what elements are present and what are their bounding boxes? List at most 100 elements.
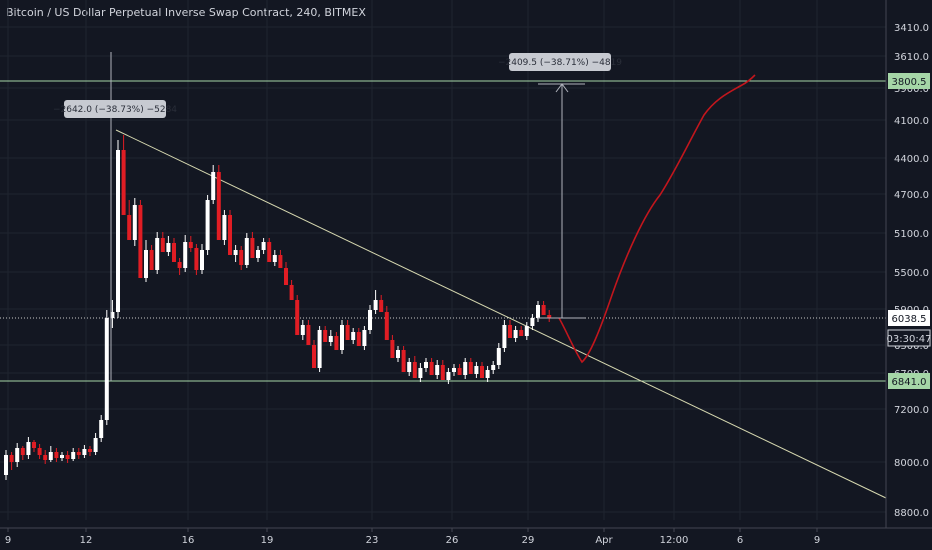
candle-body <box>340 325 344 350</box>
candle <box>104 310 109 425</box>
candle-body <box>474 366 479 374</box>
y-tick-label: 4700.0 <box>894 190 929 201</box>
candle-body <box>373 300 378 310</box>
y-tick-label: 7200.0 <box>894 405 929 416</box>
candle-body <box>328 336 333 342</box>
candle <box>48 446 53 462</box>
candle <box>205 195 210 255</box>
trendline[interactable] <box>115 129 887 499</box>
candle-body <box>54 452 59 458</box>
measure-label-right: −2409.5 (−38.71%) −4819 <box>498 58 622 68</box>
measure-box-left <box>64 100 166 118</box>
price-tags: 3800.5 6038.5 03:30:47 6841.0 <box>887 73 931 389</box>
candle <box>340 320 344 354</box>
candle <box>138 200 143 278</box>
candle-body <box>127 215 132 240</box>
candle <box>99 415 104 442</box>
candle <box>216 165 221 240</box>
candle <box>54 448 59 462</box>
candle <box>328 330 333 346</box>
candle <box>452 364 456 376</box>
horizontal-levels <box>0 80 886 382</box>
candle <box>474 362 479 378</box>
candle <box>306 320 311 345</box>
candle-body <box>278 255 283 268</box>
y-tick-label: 8000.0 <box>894 458 929 469</box>
candle <box>183 235 188 272</box>
candle-body <box>334 336 339 350</box>
candle-body <box>351 332 356 340</box>
candle-body <box>250 238 255 258</box>
candle <box>188 236 193 252</box>
candle <box>536 301 540 322</box>
candle <box>233 245 238 262</box>
candle-body <box>496 348 501 365</box>
candle-body <box>144 250 148 278</box>
candle-body <box>485 370 490 378</box>
candle <box>15 443 20 467</box>
candle <box>155 232 160 274</box>
candle <box>71 448 76 461</box>
candle <box>468 358 473 374</box>
candle <box>390 335 395 358</box>
y-tick-label: 3410.0 <box>894 23 929 34</box>
candle <box>323 326 328 342</box>
x-tick-label: 12 <box>80 535 93 546</box>
x-tick-label: 12:00 <box>660 535 689 546</box>
candle <box>93 433 98 455</box>
candle <box>463 358 468 379</box>
candle-body <box>524 326 529 336</box>
candle-body <box>547 315 552 318</box>
candle <box>457 364 462 375</box>
price-tag-label: 6038.5 <box>892 314 927 325</box>
candle <box>144 240 148 282</box>
candle-body <box>216 172 221 240</box>
candle-body <box>60 455 64 458</box>
candle-body <box>93 438 98 452</box>
y-tick-label: 5500.0 <box>894 268 929 279</box>
candle <box>116 140 120 318</box>
candle-body <box>15 448 20 462</box>
candle <box>110 300 115 328</box>
candle-body <box>71 452 76 459</box>
candle-body <box>183 242 188 268</box>
candle-body <box>9 455 14 462</box>
candle <box>272 250 277 266</box>
measurements[interactable]: −2642.0 (−38.73%) −5284 −2409.5 (−38.71%)… <box>53 52 622 381</box>
candle-body <box>166 243 171 252</box>
candle-body <box>82 449 87 455</box>
candle-body <box>43 455 48 460</box>
candle-body <box>457 368 462 375</box>
candle <box>250 232 255 258</box>
candle <box>194 244 199 275</box>
candle-body <box>244 238 249 265</box>
candle-body <box>508 325 512 338</box>
candle-body <box>312 345 316 368</box>
candle-body <box>480 366 484 378</box>
candle-body <box>200 250 204 270</box>
candle-body <box>26 442 31 455</box>
candle-body <box>177 262 182 268</box>
candle-body <box>37 448 42 455</box>
descending-trendline[interactable] <box>115 129 887 499</box>
candle <box>295 295 300 335</box>
candle <box>149 245 154 270</box>
price-tag-box <box>887 329 931 347</box>
candle <box>261 238 266 254</box>
candle <box>435 360 440 379</box>
candle <box>508 320 512 338</box>
candle <box>60 452 64 461</box>
candle <box>9 452 14 470</box>
candle <box>424 358 428 372</box>
candle-body <box>4 455 8 475</box>
candle-body <box>401 350 406 372</box>
candle <box>284 262 288 285</box>
forecast-path[interactable] <box>558 74 756 364</box>
candle <box>530 314 535 330</box>
candle-body <box>502 325 507 348</box>
projection-path[interactable] <box>558 74 756 364</box>
candle-body <box>491 365 496 370</box>
candle <box>480 362 484 378</box>
candle-body <box>306 325 311 345</box>
